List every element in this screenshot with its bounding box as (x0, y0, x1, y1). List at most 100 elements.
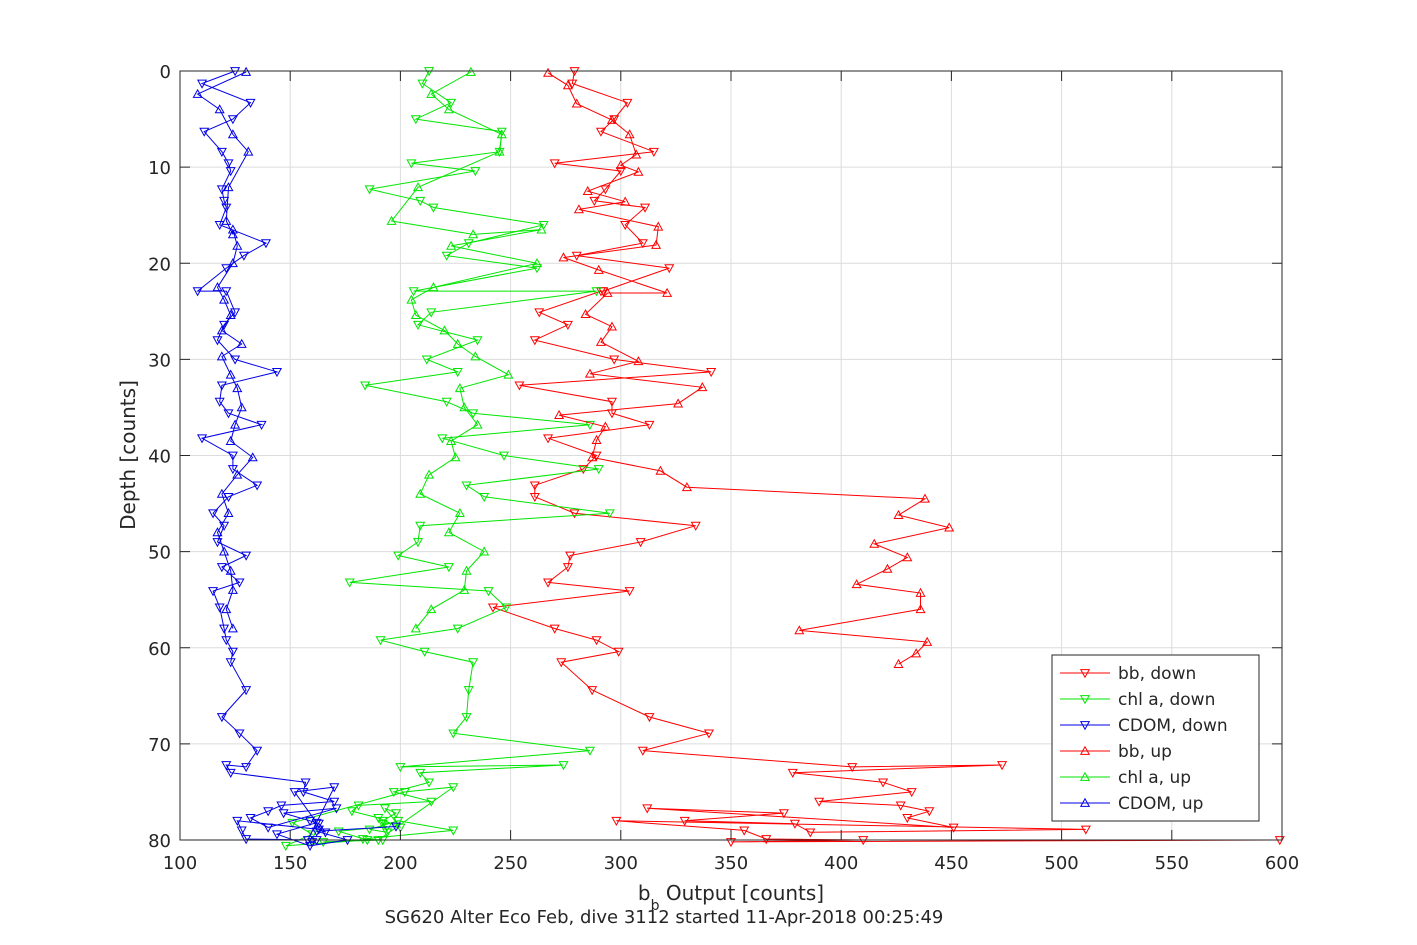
data-point (448, 826, 459, 836)
legend-swatch-marker (1079, 669, 1091, 679)
data-point (225, 565, 236, 575)
data-point (225, 768, 236, 778)
data-point (216, 563, 227, 573)
data-point (543, 67, 554, 77)
data-point (216, 488, 227, 498)
data-point (915, 604, 926, 614)
data-point (424, 778, 435, 788)
data-point (461, 565, 472, 575)
data-point (472, 336, 483, 346)
data-point (794, 625, 805, 635)
data-point (219, 546, 230, 556)
data-point (606, 114, 618, 124)
data-point (543, 578, 554, 588)
data-point (216, 381, 227, 391)
data-point (241, 835, 252, 845)
data-point (584, 746, 595, 756)
data-point (219, 624, 230, 634)
data-point (410, 623, 421, 633)
data-point (595, 127, 607, 137)
legend-label: bb, down (1118, 664, 1196, 684)
series-line (547, 72, 950, 665)
data-point (393, 816, 404, 827)
data-point (624, 129, 635, 139)
data-point (452, 368, 463, 378)
data-point (271, 368, 283, 378)
data-point (219, 196, 230, 206)
x-tick-label: 600 (1265, 853, 1299, 874)
data-point (911, 648, 922, 658)
data-point (216, 185, 227, 195)
y-tick-label: 10 (148, 158, 171, 179)
data-point (664, 264, 675, 274)
data-point (878, 778, 889, 788)
data-point (591, 451, 602, 461)
data-point (214, 220, 225, 231)
data-point (379, 804, 391, 814)
data-point (227, 224, 238, 234)
data-point (311, 827, 322, 837)
data-point (609, 355, 620, 365)
series-3 (543, 67, 955, 668)
data-point (997, 761, 1008, 771)
plot-caption: SG620 Alter Eco Feb, dive 3112 started 1… (385, 907, 944, 928)
data-point (214, 397, 225, 407)
data-point (556, 658, 567, 668)
data-point (558, 252, 569, 262)
data-point (591, 636, 602, 646)
data-point (216, 351, 227, 361)
data-point (437, 434, 448, 444)
data-point (227, 258, 238, 268)
data-point (212, 336, 223, 346)
x-tick-label: 150 (273, 853, 307, 874)
data-point (468, 409, 479, 419)
data-point (479, 546, 490, 556)
data-point (225, 658, 236, 668)
data-point (633, 166, 644, 176)
data-point (655, 465, 666, 475)
data-point (739, 826, 750, 836)
data-point (192, 287, 203, 297)
data-point (529, 481, 540, 491)
legend-swatch-marker (1079, 695, 1091, 705)
legend-label: CDOM, up (1118, 794, 1203, 814)
data-point (276, 801, 287, 811)
data-point (483, 587, 494, 597)
data-point (241, 763, 252, 773)
data-point (582, 185, 593, 196)
data-point (869, 538, 880, 548)
series-line (196, 71, 254, 629)
data-point (622, 98, 633, 108)
data-point (360, 381, 371, 391)
data-point (571, 98, 582, 108)
data-point (393, 551, 404, 561)
data-point (651, 239, 662, 249)
data-point (406, 294, 417, 304)
data-point (415, 521, 426, 531)
data-point (227, 647, 238, 657)
data-point (439, 325, 450, 335)
data-point (697, 382, 708, 392)
y-tick-label: 80 (148, 831, 171, 852)
data-point (690, 521, 701, 531)
data-point (531, 264, 543, 274)
data-point (851, 579, 862, 589)
data-point (241, 686, 252, 696)
data-point (562, 320, 573, 330)
legend-swatch-marker (1079, 721, 1091, 731)
data-point (426, 797, 437, 807)
data-point (606, 321, 618, 331)
data-point (236, 402, 247, 412)
data-point (496, 129, 507, 139)
data-point (662, 287, 673, 297)
data-point (624, 587, 635, 597)
x-tick-label: 200 (383, 853, 417, 874)
data-point (706, 368, 717, 378)
data-point (227, 129, 238, 139)
data-point (893, 509, 904, 519)
data-point (468, 229, 479, 239)
data-point (584, 420, 595, 430)
data-point (252, 481, 263, 491)
data-point (289, 788, 300, 798)
data-point (221, 264, 232, 274)
